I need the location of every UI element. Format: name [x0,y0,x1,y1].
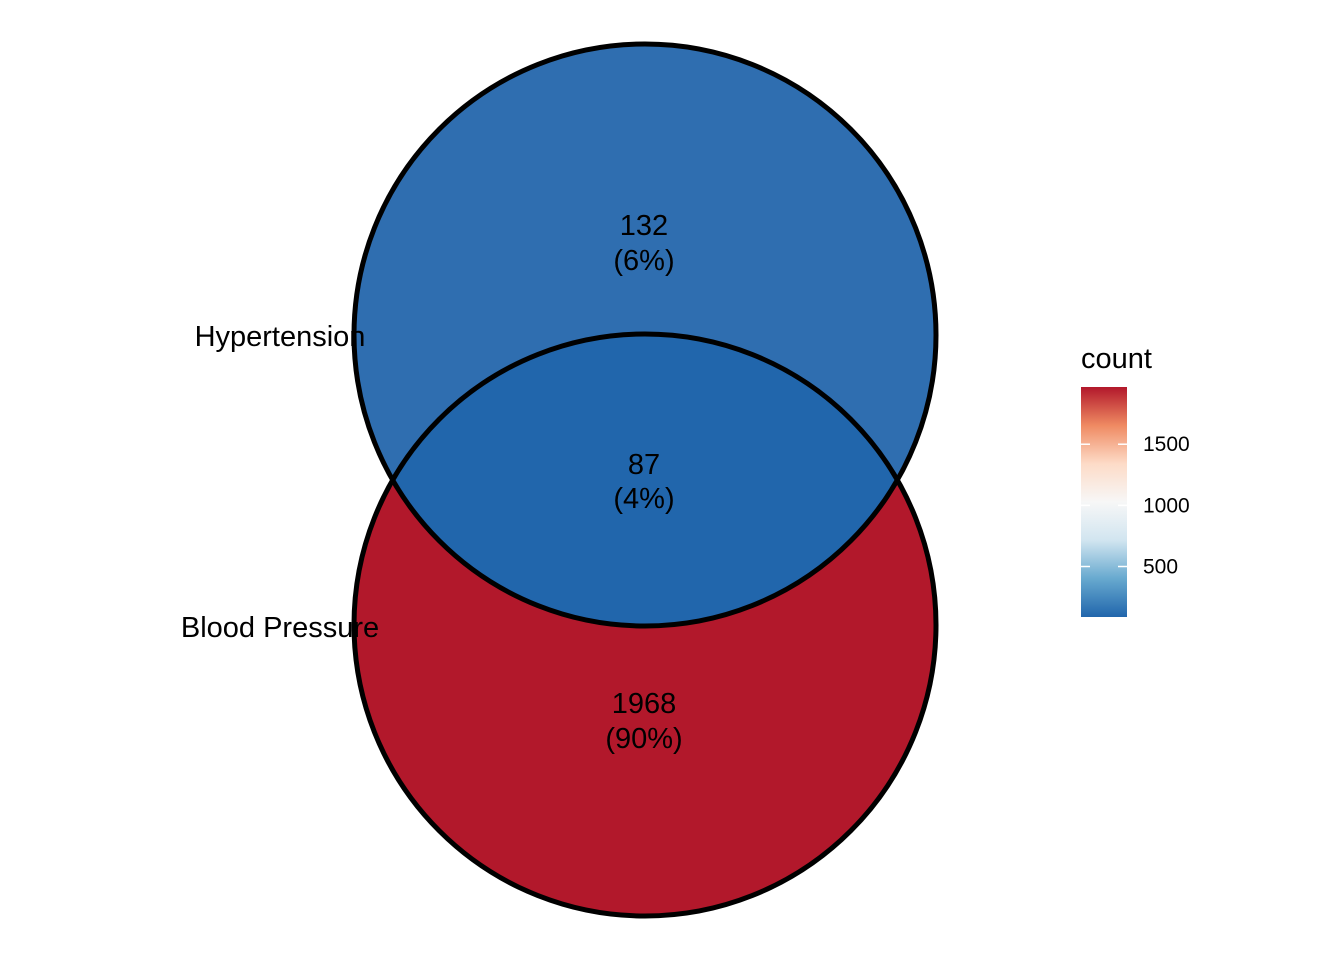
set-label-hypertension: Hypertension [195,321,366,353]
legend-colorbar [1081,387,1127,617]
blood-pressure-only-percent: (90%) [605,723,682,755]
intersection-percent: (4%) [613,483,674,515]
color-legend: count 500 1000 1500 [1081,343,1190,617]
legend-tick-label: 500 [1143,556,1178,579]
blood-pressure-only-count: 1968 [612,688,677,720]
legend-title: count [1081,343,1152,375]
hypertension-outline [351,41,939,629]
hypertension-only-percent: (6%) [613,245,674,277]
hypertension-only-count: 132 [620,210,668,242]
intersection-count: 87 [628,449,660,481]
set-label-blood-pressure: Blood Pressure [181,612,379,644]
legend-tick-label: 1500 [1143,433,1190,456]
blood-pressure-outline [351,331,939,919]
legend-tick-label: 1000 [1143,494,1190,517]
